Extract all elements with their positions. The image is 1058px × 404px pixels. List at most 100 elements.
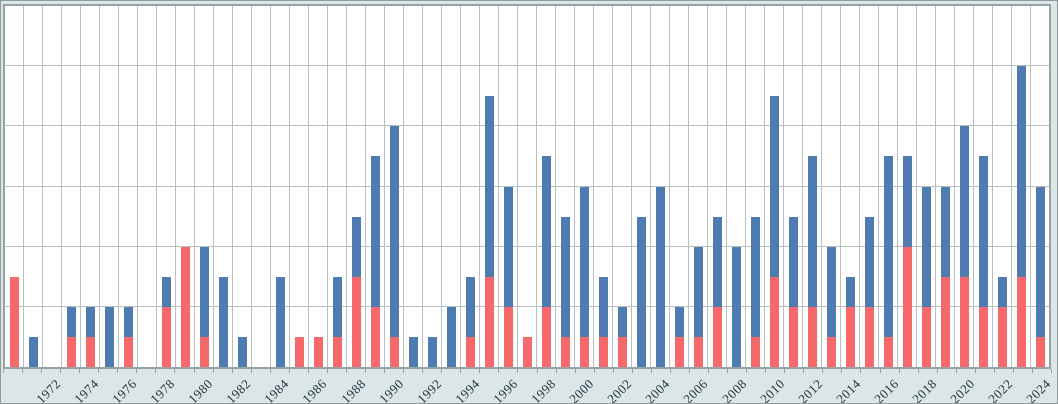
bar-stack-2004 xyxy=(655,6,665,367)
bar-segment-red-2009 xyxy=(750,336,760,367)
x-axis-label-2022: 2022 xyxy=(985,376,1016,404)
year-column-1977 xyxy=(138,6,157,367)
x-axis-label-1978: 1978 xyxy=(147,376,178,404)
axis-tick xyxy=(422,369,424,373)
bar-segment-blue-1981 xyxy=(218,276,228,367)
axis-tick xyxy=(460,369,462,373)
x-axis: 1972 1974 1976 1978 1980 1982 1984 1986 1988 1990… xyxy=(3,369,1054,404)
year-column-1985 xyxy=(290,6,309,367)
year-column-2004 xyxy=(651,6,670,367)
axis-tick xyxy=(98,369,100,373)
bar-stack-2013 xyxy=(826,6,836,367)
axis-tick xyxy=(746,369,748,373)
bar-segment-blue-1991 xyxy=(408,336,418,367)
year-column-2019 xyxy=(936,6,955,367)
y-gridline-8 xyxy=(5,125,1049,127)
year-column-2023 xyxy=(1012,6,1031,367)
bar-stack-2017 xyxy=(902,6,912,367)
x-axis-label-1990: 1990 xyxy=(375,376,407,404)
year-column-2017 xyxy=(898,6,917,367)
year-column-2021 xyxy=(974,6,993,367)
axis-tick xyxy=(555,369,557,373)
year-column-1983 xyxy=(252,6,271,367)
axis-tick xyxy=(879,369,881,373)
y-gridline-10 xyxy=(5,65,1049,67)
bar-stack-1978 xyxy=(161,6,171,367)
bar-segment-red-2024 xyxy=(1035,336,1045,367)
axis-tick xyxy=(822,369,824,373)
bar-segment-blue-2015 xyxy=(864,216,874,307)
bar-segment-red-2020 xyxy=(959,276,969,367)
bar-segment-red-2006 xyxy=(693,336,703,367)
x-axis-label-1984: 1984 xyxy=(261,376,292,404)
axis-tick xyxy=(250,369,252,373)
x-axis-label-1980: 1980 xyxy=(185,376,216,404)
x-axis-label-2006: 2006 xyxy=(680,376,712,404)
bar-segment-red-1976 xyxy=(123,336,133,367)
year-column-1980 xyxy=(195,6,214,367)
year-column-2016 xyxy=(879,6,898,367)
axis-tick xyxy=(669,369,671,373)
year-column-1993 xyxy=(442,6,461,367)
bar-segment-blue-1973 xyxy=(66,306,76,337)
year-column-2001 xyxy=(594,6,613,367)
year-column-2015 xyxy=(860,6,879,367)
axis-tick xyxy=(536,369,538,373)
bar-segment-red-2022 xyxy=(997,306,1007,367)
axis-tick xyxy=(41,369,43,373)
year-column-2022 xyxy=(993,6,1012,367)
axis-tick xyxy=(403,369,405,373)
bar-segment-blue-1999 xyxy=(560,216,570,337)
axis-tick xyxy=(1031,369,1033,373)
year-column-1970 xyxy=(5,6,24,367)
bar-segment-red-2013 xyxy=(826,336,836,367)
bar-stack-2006 xyxy=(693,6,703,367)
axis-tick xyxy=(517,369,519,373)
axis-tick xyxy=(365,369,367,373)
x-axis-label-2010: 2010 xyxy=(756,376,788,404)
axis-tick xyxy=(269,369,271,373)
bar-stack-1996 xyxy=(503,6,513,367)
bar-segment-red-1999 xyxy=(560,336,570,367)
bar-segment-blue-1992 xyxy=(427,336,437,367)
axis-tick xyxy=(631,369,633,373)
x-axis-label-2012: 2012 xyxy=(795,376,826,404)
bar-stack-1995 xyxy=(484,6,494,367)
bar-stack-2009 xyxy=(750,6,760,367)
axis-tick xyxy=(688,369,690,373)
bar-stack-1983 xyxy=(257,6,266,367)
year-column-1999 xyxy=(556,6,575,367)
bar-stack-2000 xyxy=(579,6,589,367)
bar-stack-1990 xyxy=(389,6,399,367)
bar-segment-red-1994 xyxy=(465,336,475,367)
bar-segment-blue-2002 xyxy=(617,306,627,337)
axis-tick xyxy=(307,369,309,373)
axis-tick xyxy=(1051,369,1052,373)
bar-segment-red-1989 xyxy=(370,306,380,367)
year-column-1989 xyxy=(366,6,385,367)
year-column-2012 xyxy=(803,6,822,367)
bar-stack-1986 xyxy=(313,6,323,367)
bar-stack-1975 xyxy=(104,6,114,367)
year-column-2009 xyxy=(746,6,765,367)
bar-segment-blue-2003 xyxy=(636,216,646,367)
bar-segment-blue-1971 xyxy=(28,336,38,367)
axis-tick xyxy=(231,369,233,373)
bar-stack-1980 xyxy=(199,6,209,367)
bar-segment-red-2001 xyxy=(598,336,608,367)
bar-segment-red-2017 xyxy=(902,246,912,367)
bar-segment-red-1985 xyxy=(294,336,304,367)
bar-stack-1979 xyxy=(180,6,190,367)
bar-segment-red-2015 xyxy=(864,306,874,367)
year-column-2005 xyxy=(670,6,689,367)
year-column-2007 xyxy=(708,6,727,367)
year-column-1995 xyxy=(480,6,499,367)
x-axis-label-1996: 1996 xyxy=(490,376,521,404)
year-column-2024 xyxy=(1031,6,1049,367)
bar-stack-2024 xyxy=(1035,6,1045,367)
bar-segment-blue-2017 xyxy=(902,156,912,247)
bar-segment-red-2010 xyxy=(769,276,779,367)
bar-stack-1989 xyxy=(370,6,380,367)
bar-segment-red-2023 xyxy=(1016,276,1026,367)
axis-tick xyxy=(898,369,900,373)
